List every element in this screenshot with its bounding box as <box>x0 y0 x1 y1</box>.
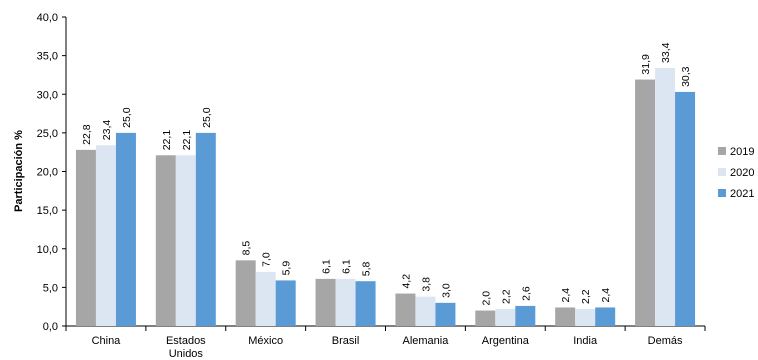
bar-2021 <box>275 280 296 326</box>
bar-2020 <box>415 296 436 326</box>
bar-2020 <box>255 271 276 326</box>
data-label-2019: 2,0 <box>480 291 492 306</box>
data-label-2021: 3,0 <box>440 283 452 298</box>
data-label-2020: 6,1 <box>341 259 353 274</box>
bar-2019 <box>395 293 416 326</box>
bar-2021 <box>435 302 456 326</box>
x-category-label: Unidos <box>169 348 204 360</box>
data-label-2019: 31,9 <box>640 54 652 75</box>
data-label-2020: 2,2 <box>500 289 512 304</box>
x-category-label: Demás <box>648 335 683 347</box>
axes: 0,0 5,0 10,0 15,0 20,0 25,0 30,0 35,0 40,0 China E… <box>37 12 706 360</box>
data-label-2020: 22,1 <box>181 130 193 151</box>
y-tick-label: 0,0 <box>43 321 58 333</box>
bar-2019 <box>635 79 656 326</box>
data-label-2020: 33,4 <box>660 42 672 63</box>
bar-2019 <box>155 155 176 326</box>
y-tick-label: 25,0 <box>37 128 58 140</box>
data-label-2020: 23,4 <box>101 120 113 141</box>
bar-2019 <box>315 278 336 326</box>
legend-swatch-2020 <box>718 168 726 176</box>
bar-2021 <box>675 91 696 327</box>
data-label-2019: 6,1 <box>321 259 333 274</box>
y-tick-label: 15,0 <box>37 205 58 217</box>
data-label-2020: 7,0 <box>261 252 273 267</box>
x-category-label: Alemania <box>403 335 450 347</box>
x-category-label: Argentina <box>482 335 530 347</box>
bar-2021 <box>195 132 216 326</box>
x-category-label: Estados <box>166 335 206 347</box>
data-label-2019: 22,1 <box>161 130 173 151</box>
bar-2020 <box>175 155 196 326</box>
legend-label-2021: 2021 <box>730 188 754 200</box>
data-label-2020: 2,2 <box>580 289 592 304</box>
y-tick-label: 5,0 <box>43 282 58 294</box>
bar-2020 <box>335 278 356 326</box>
bars <box>75 67 696 327</box>
legend-label-2020: 2020 <box>730 167 754 179</box>
bar-2020 <box>655 67 676 327</box>
legend-label-2019: 2019 <box>730 146 754 158</box>
data-label-2021: 25,0 <box>121 107 133 128</box>
data-label-2021: 2,4 <box>600 288 612 303</box>
y-tick-label: 30,0 <box>37 89 58 101</box>
y-tick-label: 10,0 <box>37 244 58 256</box>
y-tick-label: 35,0 <box>37 51 58 63</box>
data-label-2019: 22,8 <box>81 124 93 145</box>
data-label-2019: 8,5 <box>241 241 253 256</box>
data-label-2021: 5,9 <box>281 261 293 276</box>
data-labels: 22,8 23,4 25,0 22,1 22,1 25,0 8,5 7,0 5,9 6,1 6,1 5… <box>81 42 692 305</box>
data-label-2019: 2,4 <box>560 288 572 303</box>
y-tick-label: 20,0 <box>37 167 58 179</box>
x-category-label: México <box>248 335 283 347</box>
legend: 2019 2020 2021 <box>718 146 754 200</box>
bar-2021 <box>515 305 536 326</box>
legend-swatch-2021 <box>718 189 726 197</box>
bar-2019 <box>75 149 96 326</box>
x-category-label: India <box>573 335 598 347</box>
data-label-2021: 2,6 <box>520 286 532 301</box>
bar-2021 <box>595 307 616 326</box>
data-label-2021: 5,8 <box>361 261 373 276</box>
bar-2021 <box>115 132 136 326</box>
data-label-2019: 4,2 <box>400 274 412 289</box>
bar-2020 <box>575 309 596 326</box>
data-label-2021: 30,3 <box>680 66 692 87</box>
x-category-label: China <box>92 335 122 347</box>
bar-2019 <box>555 307 576 326</box>
bar-2021 <box>355 281 376 326</box>
bar-2019 <box>235 260 256 326</box>
legend-swatch-2019 <box>718 147 726 155</box>
x-category-label: Brasil <box>332 335 360 347</box>
bar-2019 <box>475 310 496 326</box>
bar-2020 <box>495 309 516 326</box>
bar-2020 <box>95 145 116 326</box>
y-axis-title: Participación % <box>13 130 25 212</box>
data-label-2020: 3,8 <box>420 277 432 292</box>
y-tick-label: 40,0 <box>37 12 58 24</box>
data-label-2021: 25,0 <box>201 107 213 128</box>
